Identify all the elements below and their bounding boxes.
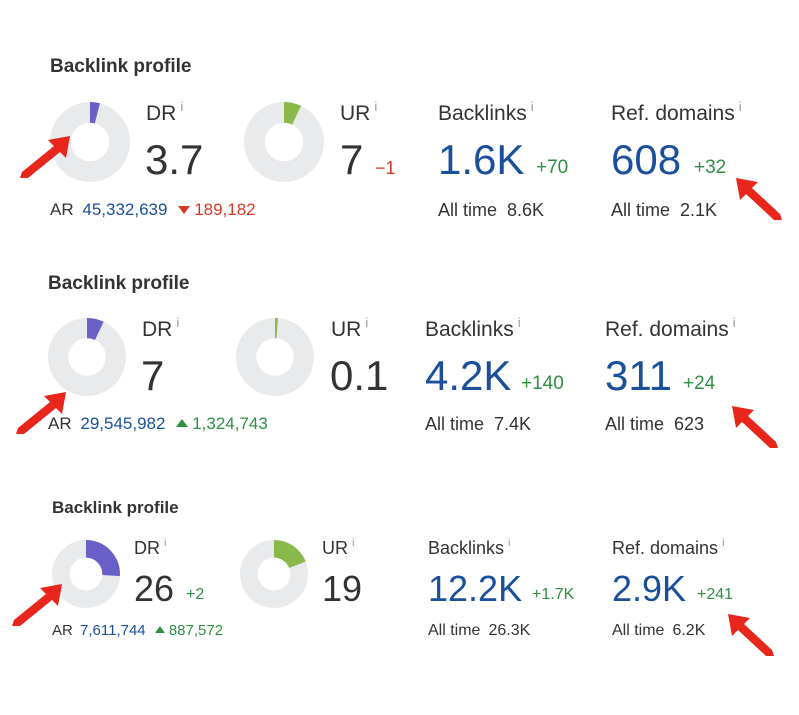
donut-fill-arc bbox=[273, 540, 306, 569]
refdomains-change: +32 bbox=[694, 157, 727, 178]
donut-track bbox=[235, 317, 315, 397]
ar-value[interactable]: 45,332,639 bbox=[82, 200, 168, 219]
backlinks-value[interactable]: 1.6K bbox=[438, 136, 525, 183]
backlinks-label: Backlinks i bbox=[428, 536, 511, 558]
backlinks-alltime: All time 26.3K bbox=[428, 622, 531, 639]
backlinks-label: Backlinks i bbox=[438, 98, 534, 125]
refdomains-label: Ref. domains i bbox=[611, 98, 742, 125]
red-arrow-icon bbox=[732, 406, 778, 448]
info-icon[interactable]: i bbox=[374, 98, 378, 114]
dr-value: 3.7 bbox=[145, 136, 204, 183]
backlinks-alltime: All time 7.4K bbox=[425, 414, 532, 434]
donut-track bbox=[243, 101, 325, 183]
red-arrow-icon bbox=[12, 584, 62, 626]
donut-fill-arc bbox=[89, 102, 100, 124]
ar-change: 887,572 bbox=[154, 622, 223, 639]
donut-fill-arc bbox=[86, 318, 104, 341]
ur-donut-chart bbox=[243, 101, 325, 183]
ur-label: UR i bbox=[340, 98, 378, 125]
ur-label: UR i bbox=[331, 314, 369, 341]
ar-value[interactable]: 29,545,982 bbox=[80, 414, 166, 433]
ur-value: 0.1 bbox=[330, 352, 389, 399]
ur-change: −1 bbox=[375, 158, 396, 178]
backlinks-change: +140 bbox=[521, 373, 564, 394]
ar-row: AR 29,545,982 1,324,743 bbox=[48, 414, 268, 434]
info-icon[interactable]: i bbox=[180, 98, 184, 114]
refdomains-change: +241 bbox=[697, 586, 734, 603]
info-icon[interactable]: i bbox=[738, 98, 742, 114]
dr-label: DR i bbox=[146, 98, 184, 125]
panel-title: Backlink profile bbox=[52, 498, 179, 517]
backlink-profile-panel-1: Backlink profile DR i 3.7 UR i 7 −1 Backli… bbox=[0, 0, 799, 220]
red-arrow-icon bbox=[16, 392, 66, 434]
panel-title: Backlink profile bbox=[48, 273, 190, 294]
backlink-profile-panel-2: Backlink profile DR i 7 UR i 0.1 Backlinks… bbox=[0, 0, 799, 448]
refdomains-value[interactable]: 311 bbox=[605, 352, 672, 399]
ar-label: AR bbox=[52, 622, 73, 639]
refdomains-alltime: All time 623 bbox=[605, 414, 705, 434]
ar-row: AR 45,332,639 189,182 bbox=[50, 200, 256, 220]
refdomains-alltime: All time 2.1K bbox=[611, 200, 718, 220]
dr-donut-chart bbox=[52, 540, 120, 608]
panel-title: Backlink profile bbox=[50, 56, 192, 77]
refdomains-value[interactable]: 608 bbox=[611, 136, 682, 183]
red-arrow-icon bbox=[728, 614, 774, 656]
donut-fill-arc bbox=[283, 102, 302, 125]
ur-value: 19 bbox=[322, 568, 363, 609]
dr-change: +2 bbox=[186, 586, 205, 603]
info-icon[interactable]: i bbox=[722, 536, 725, 549]
refdomains-alltime: All time 6.2K bbox=[612, 622, 706, 639]
backlinks-label: Backlinks i bbox=[425, 314, 521, 341]
info-icon[interactable]: i bbox=[365, 314, 369, 330]
triangle-up-icon bbox=[154, 626, 165, 633]
info-icon[interactable]: i bbox=[508, 536, 511, 549]
backlinks-change: +1.7K bbox=[532, 586, 575, 603]
dr-donut-chart bbox=[47, 317, 127, 397]
backlinks-change: +70 bbox=[536, 157, 569, 178]
ur-donut-chart bbox=[235, 317, 315, 397]
ar-row: AR 7,611,744 887,572 bbox=[52, 622, 223, 639]
refdomains-change: +24 bbox=[683, 373, 716, 394]
ar-label: AR bbox=[50, 200, 74, 219]
dr-label: DR i bbox=[142, 314, 180, 341]
ur-donut-chart bbox=[240, 540, 308, 608]
backlinks-value[interactable]: 4.2K bbox=[425, 352, 512, 399]
info-icon[interactable]: i bbox=[530, 98, 534, 114]
ar-label: AR bbox=[48, 414, 72, 433]
ur-value: 7 bbox=[340, 136, 364, 183]
ar-change: 189,182 bbox=[178, 200, 256, 219]
ar-change: 1,324,743 bbox=[176, 414, 268, 433]
dr-label: DR i bbox=[134, 536, 167, 558]
ur-label: UR i bbox=[322, 536, 355, 558]
red-arrow-icon bbox=[20, 136, 70, 178]
backlinks-alltime: All time 8.6K bbox=[438, 200, 545, 220]
backlinks-value[interactable]: 12.2K bbox=[428, 568, 523, 609]
dr-value: 26 bbox=[134, 568, 175, 609]
backlink-profile-panel-3: Backlink profile DR i 26 +2 UR i 19 Backli… bbox=[0, 0, 799, 656]
info-icon[interactable]: i bbox=[732, 314, 736, 330]
donut-fill-arc bbox=[85, 540, 120, 577]
dr-value: 7 bbox=[141, 352, 165, 399]
refdomains-label: Ref. domains i bbox=[605, 314, 736, 341]
info-icon[interactable]: i bbox=[164, 536, 167, 549]
triangle-down-icon bbox=[178, 206, 191, 214]
refdomains-label: Ref. domains i bbox=[612, 536, 725, 558]
info-icon[interactable]: i bbox=[176, 314, 180, 330]
red-arrow-icon bbox=[736, 178, 782, 220]
ar-value[interactable]: 7,611,744 bbox=[80, 622, 146, 639]
triangle-up-icon bbox=[176, 419, 189, 427]
info-icon[interactable]: i bbox=[352, 536, 355, 549]
refdomains-value[interactable]: 2.9K bbox=[612, 568, 687, 609]
info-icon[interactable]: i bbox=[517, 314, 521, 330]
